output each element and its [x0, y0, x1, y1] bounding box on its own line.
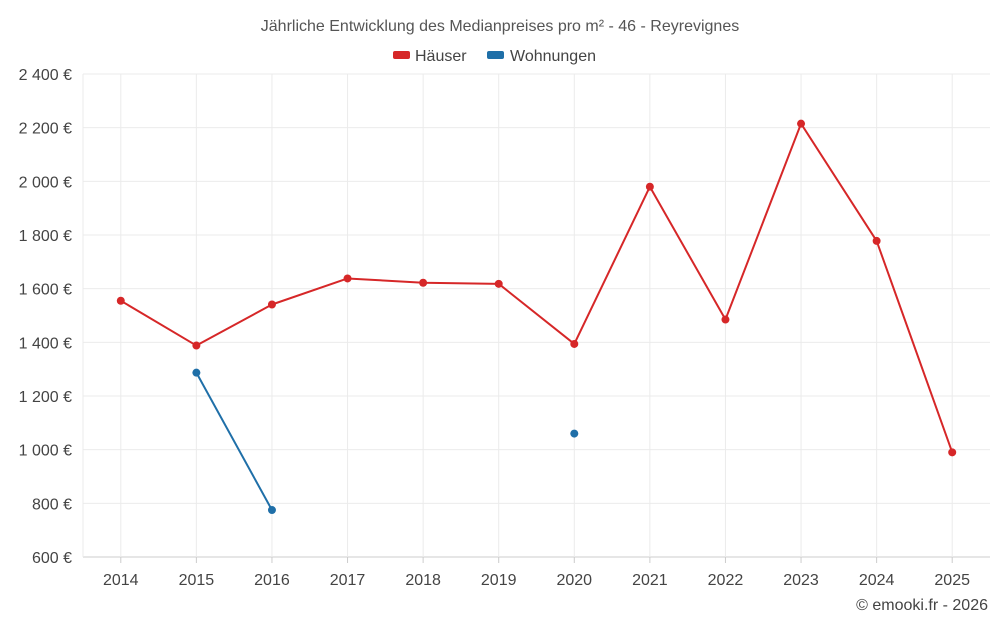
- data-point: [948, 448, 957, 457]
- y-tick-label: 1 200 €: [19, 389, 72, 406]
- data-point: [267, 506, 276, 515]
- data-point: [797, 119, 806, 128]
- y-tick-label: 1 400 €: [19, 335, 72, 352]
- data-point: [343, 274, 352, 283]
- x-axis: 2014 2015 2016 2017 2018 2019 2020 2021 2022 2023…: [103, 557, 970, 589]
- series-line: [195, 372, 273, 511]
- series-line: [120, 122, 954, 453]
- legend-item-haeuser: Häuser: [393, 48, 467, 65]
- data-point: [116, 296, 125, 305]
- x-tick-label: 2023: [783, 572, 819, 589]
- x-tick-label: 2019: [481, 572, 517, 589]
- x-tick-label: 2022: [708, 572, 744, 589]
- x-tick-label: 2015: [179, 572, 215, 589]
- y-tick-label: 2 000 €: [19, 174, 72, 191]
- y-tick-label: 1 800 €: [19, 228, 72, 245]
- data-point: [570, 429, 579, 438]
- series-layer: [116, 119, 957, 515]
- legend-label: Häuser: [415, 48, 467, 65]
- y-tick-label: 800 €: [32, 496, 72, 513]
- data-point: [267, 300, 276, 309]
- x-tick-label: 2020: [556, 572, 592, 589]
- credit-text: © emooki.fr - 2026: [856, 597, 988, 614]
- data-point: [570, 339, 579, 348]
- data-point: [645, 182, 654, 191]
- legend-item-wohnungen: Wohnungen: [487, 48, 596, 65]
- data-point: [192, 368, 201, 377]
- data-point: [419, 278, 428, 287]
- y-axis: 600 € 800 € 1 000 € 1 200 € 1 400 € 1 600 € 1 …: [19, 67, 72, 567]
- data-point: [192, 341, 201, 350]
- data-point: [872, 236, 881, 245]
- x-tick-label: 2024: [859, 572, 895, 589]
- x-tick-label: 2018: [405, 572, 441, 589]
- x-tick-label: 2017: [330, 572, 366, 589]
- x-tick-label: 2025: [934, 572, 970, 589]
- legend-label: Wohnungen: [510, 48, 596, 65]
- legend-swatch: [487, 51, 504, 59]
- x-tick-label: 2016: [254, 572, 290, 589]
- y-tick-label: 600 €: [32, 550, 72, 567]
- x-tick-label: 2014: [103, 572, 139, 589]
- legend: Häuser Wohnungen: [393, 48, 596, 65]
- chart-title: Jährliche Entwicklung des Medianpreises …: [261, 18, 739, 35]
- legend-swatch: [393, 51, 410, 59]
- grid: [82, 73, 990, 558]
- series-wohnungen: [192, 368, 579, 515]
- y-tick-label: 2 400 €: [19, 67, 72, 84]
- series-haeuser: [116, 119, 957, 457]
- data-point: [494, 279, 503, 288]
- x-tick-label: 2021: [632, 572, 668, 589]
- y-tick-label: 1 600 €: [19, 282, 72, 299]
- y-tick-label: 2 200 €: [19, 121, 72, 138]
- y-tick-label: 1 000 €: [19, 443, 72, 460]
- data-point: [721, 315, 730, 324]
